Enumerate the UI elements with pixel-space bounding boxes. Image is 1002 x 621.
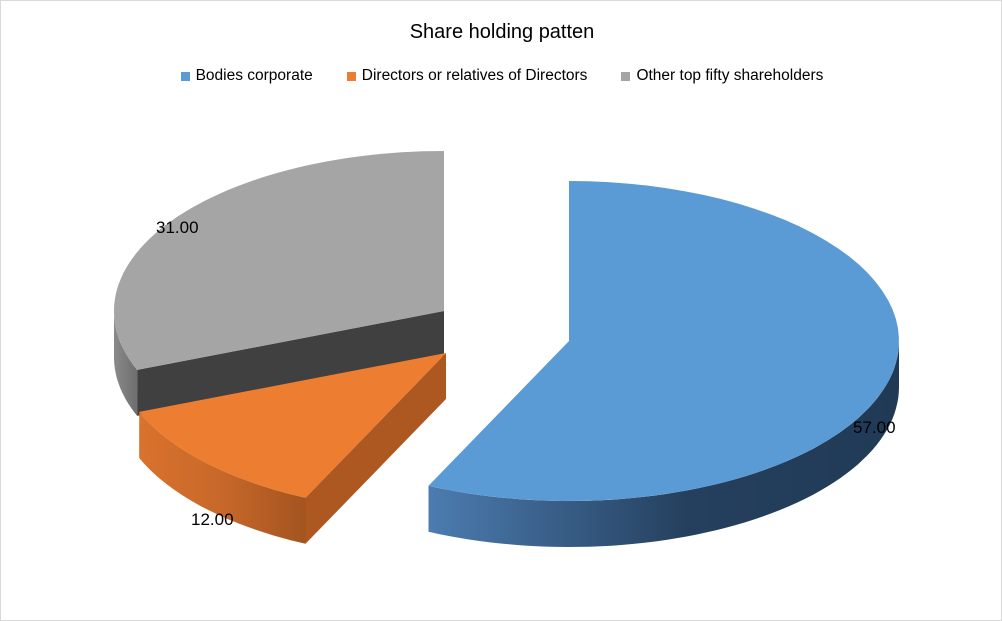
legend-label: Directors or relatives of Directors [361, 67, 588, 84]
pie-slice-other-top-fifty [114, 151, 444, 416]
chart-title: Share holding patten [409, 21, 595, 43]
legend-item-bodies-corporate: Bodies corporate [180, 67, 313, 85]
legend: Bodies corporate Directors or relatives … [1, 67, 1002, 85]
legend-item-directors: Directors or relatives of Directors [346, 67, 588, 85]
data-label-directors: 12.00 [191, 510, 234, 529]
data-label-other-top-fifty: 31.00 [156, 218, 199, 237]
legend-label: Other top fifty shareholders [636, 67, 824, 84]
legend-swatch [346, 71, 356, 81]
data-label-bodies-corporate: 57.00 [853, 418, 896, 437]
pie-slice-directors [139, 353, 446, 544]
legend-swatch [621, 71, 631, 81]
legend-item-other-top-fifty: Other top fifty shareholders [621, 67, 823, 85]
legend-label: Bodies corporate [195, 67, 313, 84]
legend-swatch [180, 71, 190, 81]
pie-slice-bodies-corporate [428, 181, 899, 547]
